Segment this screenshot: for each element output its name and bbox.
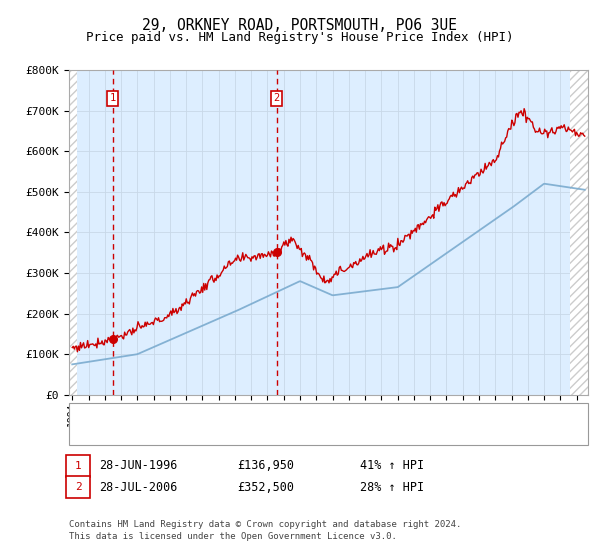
Text: 28-JUL-2006: 28-JUL-2006 xyxy=(99,480,178,494)
Text: HPI: Average price, detached house, Portsmouth: HPI: Average price, detached house, Port… xyxy=(108,428,419,438)
Text: 28-JUN-1996: 28-JUN-1996 xyxy=(99,459,178,473)
Text: 28% ↑ HPI: 28% ↑ HPI xyxy=(360,480,424,494)
Text: 29, ORKNEY ROAD, PORTSMOUTH, PO6 3UE: 29, ORKNEY ROAD, PORTSMOUTH, PO6 3UE xyxy=(143,18,458,33)
Text: 29, ORKNEY ROAD, PORTSMOUTH, PO6 3UE (detached house): 29, ORKNEY ROAD, PORTSMOUTH, PO6 3UE (de… xyxy=(108,410,466,420)
Text: This data is licensed under the Open Government Licence v3.0.: This data is licensed under the Open Gov… xyxy=(69,532,397,541)
Bar xyxy=(570,70,588,395)
Text: 2: 2 xyxy=(74,482,82,492)
Text: £136,950: £136,950 xyxy=(237,459,294,473)
Text: £352,500: £352,500 xyxy=(237,480,294,494)
Text: 2: 2 xyxy=(274,94,280,104)
Bar xyxy=(69,70,77,395)
Text: Contains HM Land Registry data © Crown copyright and database right 2024.: Contains HM Land Registry data © Crown c… xyxy=(69,520,461,529)
Text: 41% ↑ HPI: 41% ↑ HPI xyxy=(360,459,424,473)
Text: ────: ──── xyxy=(75,426,105,440)
Text: ────: ──── xyxy=(75,408,105,422)
Text: 1: 1 xyxy=(74,461,82,471)
Text: 1: 1 xyxy=(110,94,116,104)
Text: Price paid vs. HM Land Registry's House Price Index (HPI): Price paid vs. HM Land Registry's House … xyxy=(86,31,514,44)
